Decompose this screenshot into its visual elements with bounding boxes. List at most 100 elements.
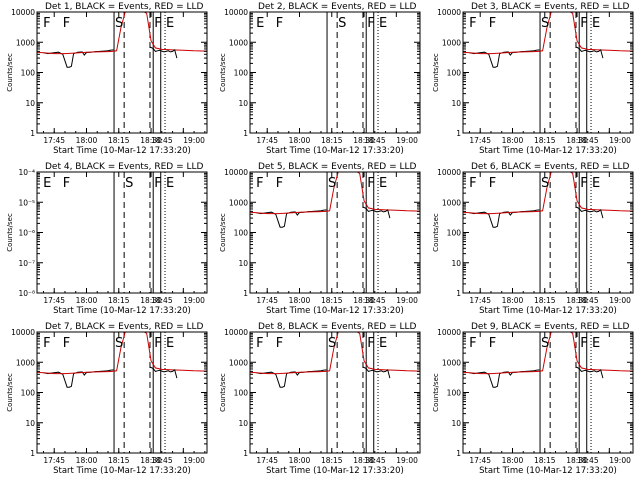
series-events-line	[256, 209, 327, 228]
y-tick-label: 10000	[11, 8, 35, 17]
y-tick-label: 10⁻⁷	[18, 259, 35, 268]
x-tick-label: 18:15	[321, 136, 343, 145]
region-marker: F	[489, 176, 496, 191]
x-tick-label: 18:15	[108, 296, 130, 305]
region-marker: S	[115, 16, 123, 31]
x-tick-label: 17:45	[43, 136, 65, 145]
panel-title: Det 1, BLACK = Events, RED = LLD	[45, 2, 204, 12]
y-tick-label: 1	[243, 129, 248, 138]
panel-title: Det 7, BLACK = Events, RED = LLD	[45, 322, 204, 332]
y-tick-label: 1000	[229, 358, 248, 367]
y-tick-label: 10⁻⁴	[18, 168, 35, 177]
y-tick-label: 10⁻⁸	[18, 289, 35, 298]
y-tick-label: 10⁻⁶	[18, 229, 35, 238]
region-marker: S	[541, 336, 549, 351]
series-events-line	[469, 49, 540, 68]
x-tick-label: 18:45	[151, 296, 173, 305]
region-marker: S	[541, 176, 549, 191]
x-axis-label: Start Time (10-Mar-12 17:33:20)	[479, 306, 617, 316]
region-marker: E	[592, 176, 600, 191]
region-marker: F	[154, 176, 161, 191]
y-tick-label: 100	[21, 389, 36, 398]
x-tick-label: 18:45	[364, 136, 386, 145]
region-marker: E	[592, 16, 600, 31]
region-marker: S	[338, 16, 346, 31]
x-tick-label: 18:30	[566, 456, 588, 465]
series-lld-line	[37, 12, 207, 55]
x-tick-label: 18:15	[534, 136, 556, 145]
x-tick-label: 18:00	[76, 136, 98, 145]
x-tick-label: 18:15	[321, 296, 343, 305]
y-tick-label: 10000	[11, 328, 35, 337]
series-lld-line	[463, 332, 633, 375]
region-marker: F	[276, 336, 283, 351]
region-marker: F	[489, 336, 496, 351]
region-marker: F	[580, 176, 587, 191]
x-tick-label: 18:30	[140, 296, 162, 305]
x-tick-label: 18:15	[534, 456, 556, 465]
y-tick-label: 1000	[442, 38, 461, 47]
y-tick-label: 1000	[229, 198, 248, 207]
x-tick-label: 18:45	[151, 136, 173, 145]
series-events-line	[362, 366, 391, 379]
series-events-line	[469, 369, 540, 388]
x-tick-label: 18:45	[577, 296, 599, 305]
series-events-line	[43, 369, 114, 388]
region-marker: F	[63, 336, 70, 351]
region-marker: F	[580, 336, 587, 351]
y-tick-label: 100	[447, 389, 462, 398]
x-tick-label: 19:00	[183, 136, 205, 145]
x-axis-label: Start Time (10-Mar-12 17:33:20)	[479, 466, 617, 476]
region-marker: F	[489, 16, 496, 31]
region-marker: F	[256, 176, 263, 191]
x-tick-label: 19:00	[183, 456, 205, 465]
panel-title: Det 9, BLACK = Events, RED = LLD	[471, 322, 630, 332]
panel-title: Det 4, BLACK = Events, RED = LLD	[45, 162, 204, 172]
x-tick-label: 17:45	[469, 456, 491, 465]
panel-title: Det 6, BLACK = Events, RED = LLD	[471, 162, 630, 172]
series-lld-line	[463, 12, 633, 55]
y-tick-label: 1000	[16, 38, 35, 47]
y-tick-label: 100	[234, 229, 249, 238]
y-tick-label: 10000	[437, 8, 461, 17]
series-events-line	[362, 206, 391, 219]
region-marker: E	[43, 176, 51, 191]
x-tick-label: 18:15	[108, 136, 130, 145]
region-marker: F	[580, 16, 587, 31]
x-tick-label: 18:15	[534, 296, 556, 305]
y-axis-label: Counts/sec	[432, 213, 440, 252]
series-events-line	[575, 46, 604, 59]
y-tick-label: 10000	[437, 328, 461, 337]
series-events-line	[469, 209, 540, 228]
y-tick-label: 1000	[442, 358, 461, 367]
series-lld-line	[463, 172, 633, 215]
x-tick-label: 18:00	[289, 456, 311, 465]
panel-title: Det 5, BLACK = Events, RED = LLD	[258, 162, 417, 172]
x-tick-label: 18:00	[76, 456, 98, 465]
x-axis-label: Start Time (10-Mar-12 17:33:20)	[53, 146, 191, 156]
x-tick-label: 18:00	[502, 136, 524, 145]
x-tick-label: 19:00	[396, 296, 418, 305]
region-marker: F	[367, 16, 374, 31]
region-marker: F	[63, 176, 70, 191]
y-tick-label: 1	[456, 129, 461, 138]
x-tick-label: 19:00	[396, 456, 418, 465]
y-axis-label: Counts/sec	[6, 53, 14, 92]
x-tick-label: 17:45	[256, 136, 278, 145]
y-tick-label: 10000	[224, 8, 248, 17]
region-marker: F	[367, 176, 374, 191]
y-tick-label: 100	[21, 69, 36, 78]
y-tick-label: 10	[238, 259, 248, 268]
region-marker: F	[469, 176, 476, 191]
panel-title: Det 3, BLACK = Events, RED = LLD	[471, 2, 630, 12]
y-tick-label: 100	[234, 69, 249, 78]
region-marker: E	[379, 336, 387, 351]
panel-title: Det 8, BLACK = Events, RED = LLD	[258, 322, 417, 332]
x-tick-label: 19:00	[609, 296, 631, 305]
y-tick-label: 1	[456, 449, 461, 458]
series-events-line	[149, 46, 178, 59]
region-marker: S	[125, 176, 133, 191]
